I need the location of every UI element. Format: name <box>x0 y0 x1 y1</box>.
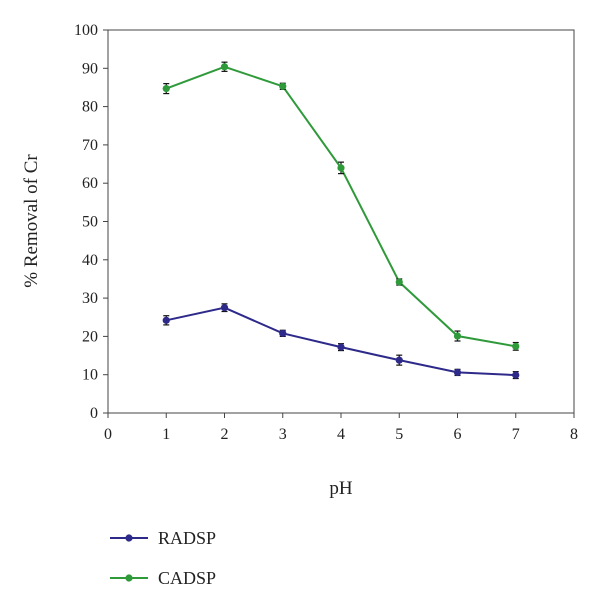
legend-swatch-marker <box>125 534 133 542</box>
data-point-radsp <box>512 371 520 379</box>
y-tick-label: 20 <box>82 328 98 345</box>
x-axis-title: pH <box>329 478 353 499</box>
legend-item-cadsp: CADSP <box>110 568 216 588</box>
plot-area <box>107 29 575 414</box>
x-tick-label: 5 <box>395 426 403 443</box>
x-tick-label: 1 <box>162 426 170 443</box>
x-tick-label: 3 <box>279 426 287 443</box>
data-point-radsp <box>453 368 462 377</box>
y-axis: 0 10 20 30 40 50 60 70 80 90 100 <box>74 22 108 422</box>
data-point-radsp <box>220 304 229 312</box>
y-tick-label: 0 <box>90 405 98 422</box>
series-cadsp <box>162 61 520 351</box>
y-tick-label: 90 <box>82 60 98 77</box>
x-tick-label: 4 <box>337 426 345 443</box>
x-tick-label: 7 <box>512 426 520 443</box>
data-point-cadsp <box>279 82 287 90</box>
data-point-cadsp <box>220 63 229 71</box>
data-point-radsp <box>395 356 403 364</box>
series-radsp <box>162 303 520 380</box>
legend-item-radsp: RADSP <box>110 528 216 548</box>
legend-label: RADSP <box>158 528 216 548</box>
x-tick-label: 6 <box>454 426 462 443</box>
y-tick-label: 60 <box>82 175 98 192</box>
data-point-cadsp <box>512 342 520 350</box>
data-point-cadsp <box>395 278 403 286</box>
y-tick-label: 40 <box>82 252 98 269</box>
y-axis-title: % Removal of Cr <box>21 154 42 288</box>
y-tick-label: 30 <box>82 290 98 307</box>
series-line-radsp <box>166 306 516 377</box>
y-tick-label: 70 <box>82 137 98 154</box>
data-point-cadsp <box>453 332 462 340</box>
y-tick-label: 10 <box>82 367 98 384</box>
series-layer <box>162 61 520 380</box>
legend-label: CADSP <box>158 568 216 588</box>
data-point-radsp <box>279 329 287 337</box>
legend: RADSP CADSP <box>110 528 216 588</box>
y-tick-label: 50 <box>82 214 98 231</box>
legend-swatch-marker <box>125 574 133 582</box>
data-point-radsp <box>337 343 345 351</box>
series-line-cadsp <box>165 65 516 348</box>
x-tick-label: 8 <box>570 426 578 443</box>
data-point-radsp <box>162 316 170 324</box>
x-axis: 0 1 2 3 4 5 6 7 8 <box>104 413 578 443</box>
y-tick-label: 100 <box>74 22 98 39</box>
x-tick-label: 0 <box>104 426 112 443</box>
data-point-cadsp <box>337 164 345 172</box>
y-tick-label: 80 <box>82 99 98 116</box>
x-tick-label: 2 <box>221 426 229 443</box>
data-point-cadsp <box>162 84 170 93</box>
